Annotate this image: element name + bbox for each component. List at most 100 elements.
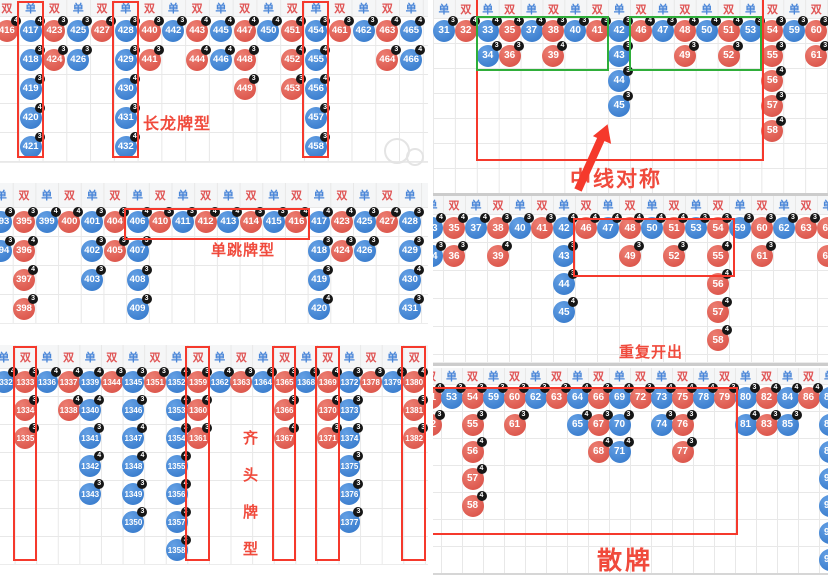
ball-number: 31	[438, 25, 449, 36]
column-header: 双	[58, 345, 80, 368]
column-header: 单	[257, 0, 281, 16]
ball-number: 76	[677, 419, 688, 430]
ball-number: 1362	[211, 378, 229, 387]
ball-number: 52	[668, 251, 679, 262]
ball-number: 55	[712, 251, 723, 262]
column-header: 单	[729, 196, 751, 214]
column-header: 双	[185, 0, 209, 16]
ball-number: 33	[433, 223, 438, 234]
ball-number: 1372	[340, 378, 358, 387]
ball-number: 425	[70, 25, 86, 36]
ball-badge: 4	[181, 479, 191, 489]
ball-badge: 3	[353, 395, 363, 405]
column-header: 单	[382, 345, 404, 368]
ball-badge: 3	[624, 410, 634, 420]
ball-number: 396	[16, 245, 32, 256]
ball-number: 38	[548, 25, 559, 36]
column-header: 单	[553, 196, 575, 214]
ball-number: 59	[734, 223, 745, 234]
column-header: 单	[209, 345, 231, 368]
ball-badge: 3	[678, 241, 688, 251]
ball-number: 63	[551, 392, 562, 403]
ball-badge: 4	[201, 45, 211, 55]
ball: 334	[433, 217, 443, 239]
ball-number: 1341	[81, 434, 99, 443]
ball-badge: 4	[296, 45, 306, 55]
column-header: 单	[777, 368, 798, 384]
ball-number: 1346	[124, 406, 142, 415]
ball-number: 52	[723, 50, 734, 61]
ball-number: 43	[614, 50, 625, 61]
column-header: 双	[487, 196, 509, 214]
column-header: 单	[252, 345, 274, 368]
ball-badge: 3	[323, 236, 333, 246]
ball-number: 1338	[60, 406, 78, 415]
ball-badge: 4	[418, 367, 428, 377]
ball-badge: 4	[415, 16, 425, 26]
ball-badge: 3	[177, 16, 187, 26]
column-header: 单	[609, 368, 630, 384]
column-header: 双	[546, 368, 567, 384]
column-header: 双	[0, 0, 19, 16]
ball-number: 47	[602, 223, 613, 234]
ball: 884	[819, 414, 828, 436]
column-header: 双	[756, 368, 777, 384]
ball-badge: 3	[519, 410, 529, 420]
column-header: 单	[525, 368, 546, 384]
column-header: 单	[166, 345, 188, 368]
ball-number: 1342	[81, 462, 99, 471]
ball-badge: 3	[776, 91, 786, 101]
ball: 913	[819, 495, 828, 517]
column-header: 单	[509, 196, 531, 214]
ball-number: 394	[0, 245, 9, 256]
ball-badge: 3	[344, 16, 354, 26]
ball-number: 89	[824, 446, 828, 457]
column-header: 单	[353, 183, 376, 207]
ball-number: 84	[782, 392, 793, 403]
ball-badge: 3	[35, 74, 45, 84]
ball-badge: 3	[58, 16, 68, 26]
ball-number: 1360	[189, 406, 207, 415]
ball-badge: 3	[458, 241, 468, 251]
ball-number: 417	[23, 25, 39, 36]
ball-badge: 4	[28, 265, 38, 275]
ball-number: 46	[580, 223, 591, 234]
ball-number: 59	[488, 392, 499, 403]
ball-number: 44	[558, 279, 569, 290]
ball-badge: 3	[353, 507, 363, 517]
ball-number: 1347	[124, 434, 142, 443]
ball-number: 452	[284, 54, 300, 65]
ball-badge: 3	[414, 294, 424, 304]
